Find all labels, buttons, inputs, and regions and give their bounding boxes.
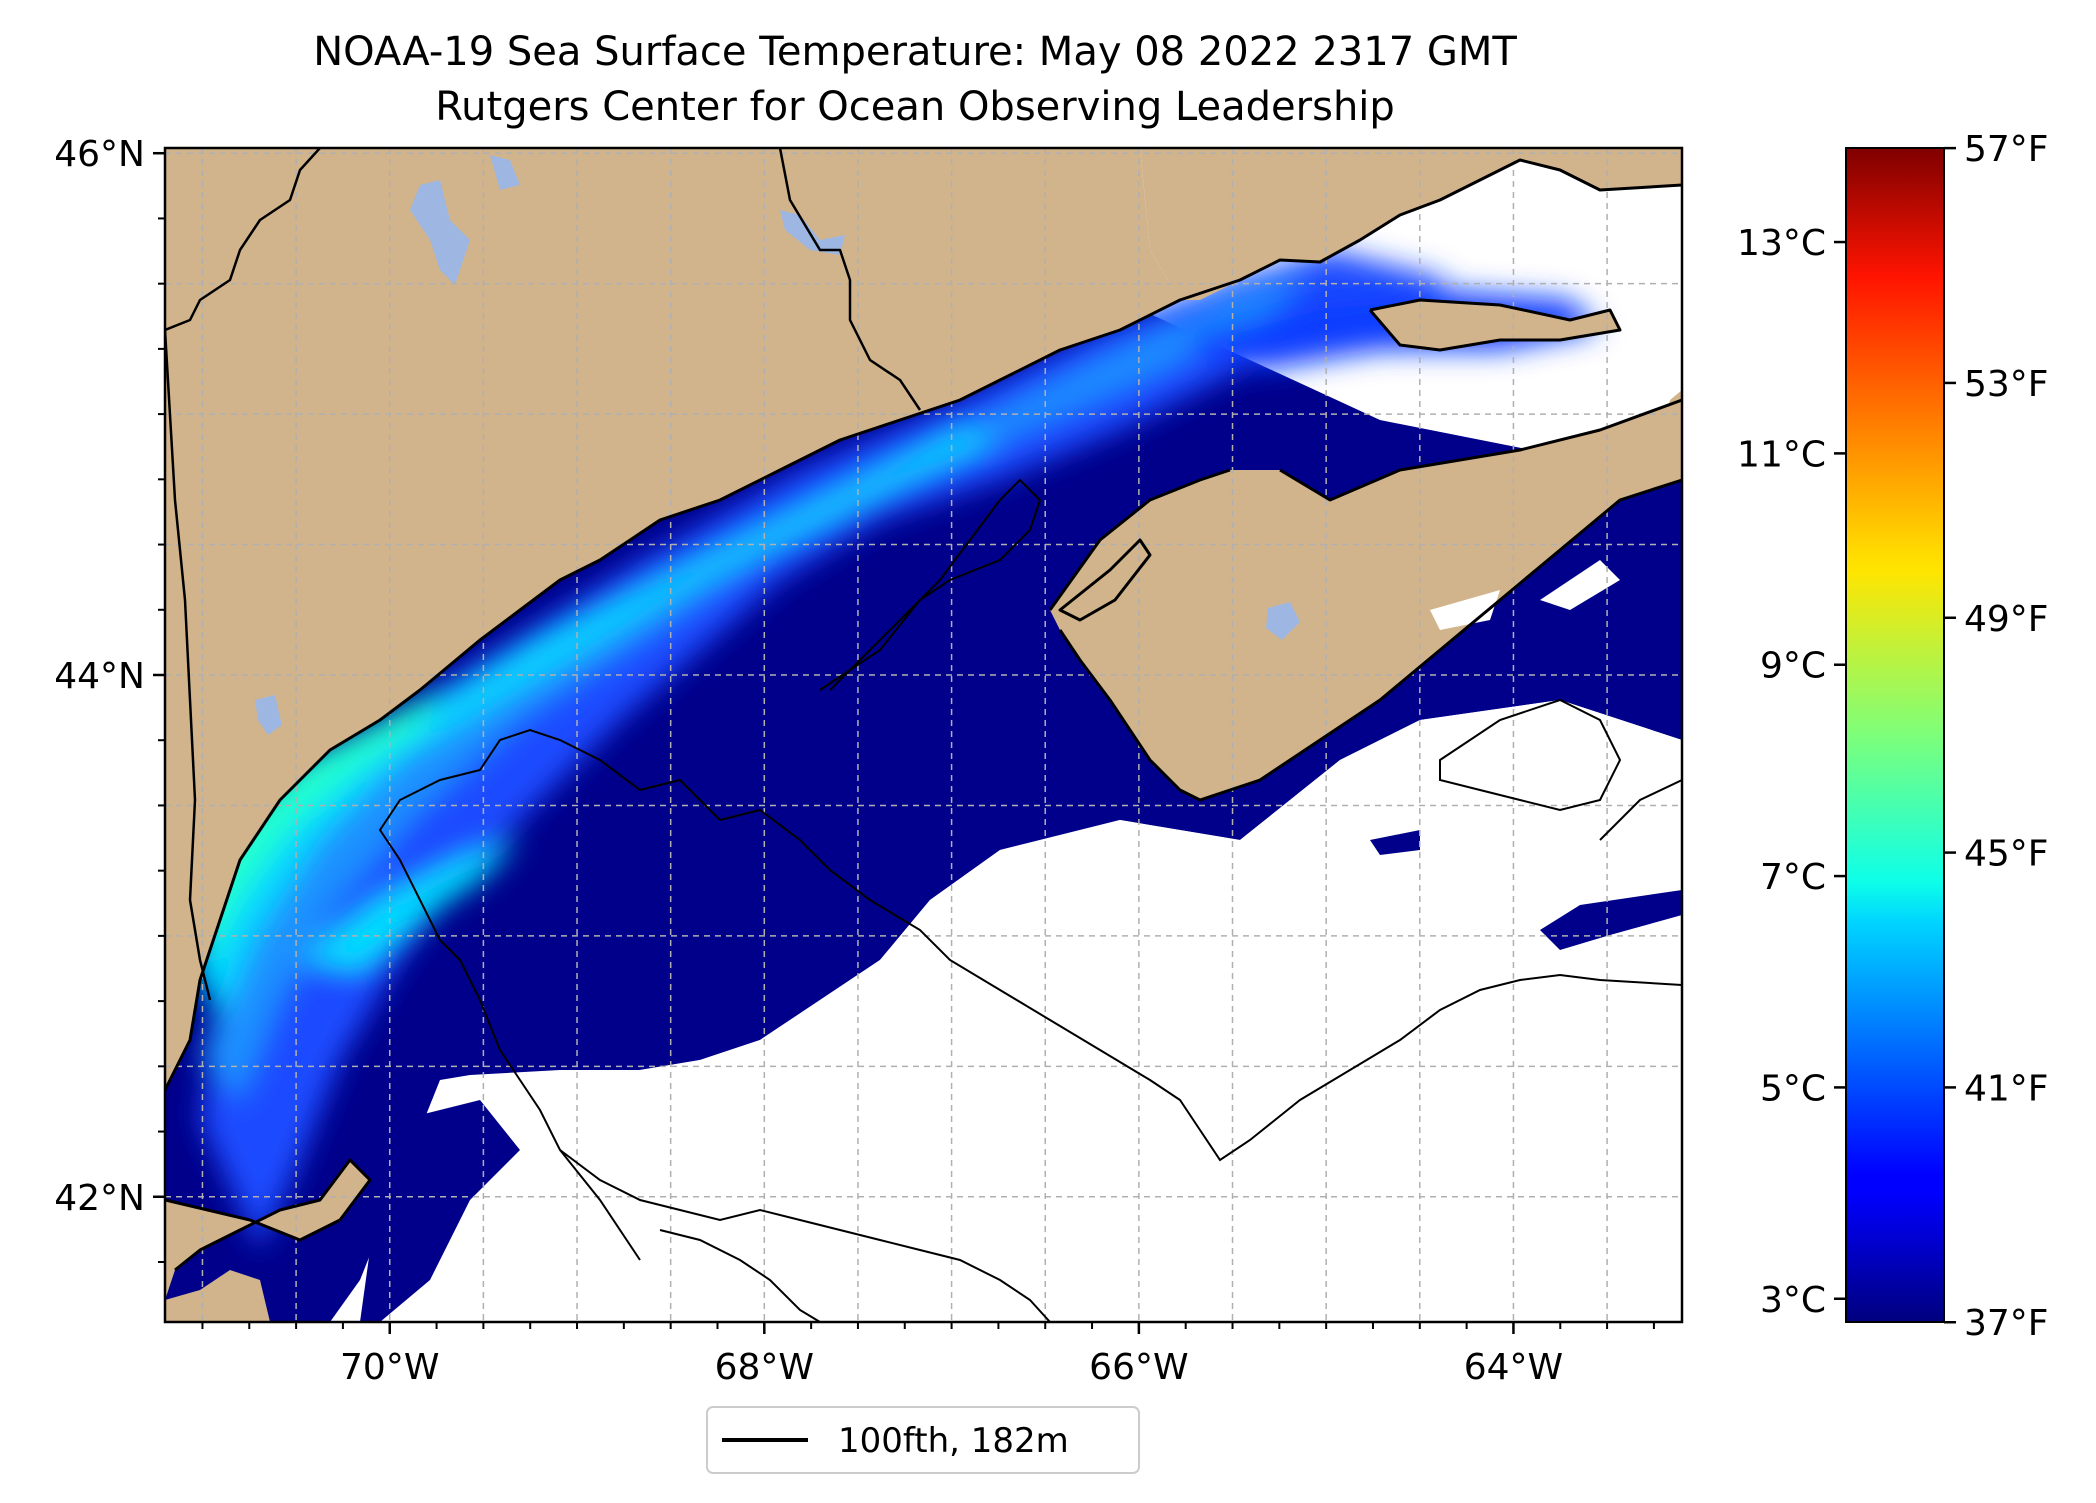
colorbar-fahrenheit-label: 49°F [1964,599,2049,640]
legend-label: 100fth, 182m [838,1421,1069,1461]
coastlines [165,158,1682,1272]
lake-nova-scotia [1266,602,1300,640]
lake-north [490,155,520,190]
colorbar: 3°C 5°C 7°C 9°C 11°C 13°C 37°F 41°F 45°F 49°F 53°F… [1737,129,2048,1344]
land-south-coast [165,1270,270,1322]
cold-water-patch-small [1370,830,1420,855]
colorbar-fahrenheit-label: 53°F [1964,364,2049,405]
colorbar-celsius-label: 13°C [1737,223,1826,264]
lat-tick-label: 42°N [54,1178,145,1219]
colorbar-celsius-label: 5°C [1760,1068,1826,1109]
map-axes: 70°W 68°W 66°W 64°W 42°N 44°N 46°N [54,134,1655,1388]
lake-border [780,210,845,255]
lake-moosehead [410,180,470,285]
colorbar-fahrenheit-label: 41°F [1964,1068,2049,1109]
bathymetry-contour-100fth [378,478,1682,1322]
map-panel: 70°W 68°W 66°W 64°W 42°N 44°N 46°N [54,134,1684,1388]
lon-tick-label: 68°W [715,1347,814,1388]
legend: 100fth, 182m [706,1406,1140,1474]
colorbar-celsius-label: 9°C [1760,646,1826,687]
lake-sebago [255,695,282,735]
map-gridlines [165,148,1682,1322]
lat-tick-label: 44°N [54,656,145,697]
lon-tick-label: 64°W [1464,1347,1563,1388]
land-nova-scotia-north [1370,300,1620,350]
colorbar-celsius-label: 3°C [1760,1280,1826,1321]
map-title-line-1: NOAA-19 Sea Surface Temperature: May 08 … [313,29,1517,75]
colorbar-fahrenheit-label: 37°F [1964,1303,2049,1344]
land-grand-manan [1060,540,1150,620]
cold-water-patch-southeast [1540,890,1682,950]
colorbar-celsius-label: 11°C [1737,434,1826,475]
lat-tick-label: 46°N [54,134,145,175]
cold-water-patch-south [360,1100,520,1322]
no-data-patches [540,560,1682,1322]
land-cape-cod [165,1160,370,1300]
land-east-strip [1620,148,1682,470]
colorbar-ticks: 3°C 5°C 7°C 9°C 11°C 13°C 37°F 41°F 45°F 49°F 53°F… [1737,129,2048,1344]
land-new-england [165,148,1180,1090]
lon-tick-label: 70°W [340,1347,439,1388]
map-title-line-2: Rutgers Center for Ocean Observing Leade… [435,84,1395,130]
lakes [255,155,1300,735]
borders [165,148,922,1001]
colorbar-gradient [1845,147,1945,1323]
map-layers [165,148,1682,1322]
lon-tick-label: 66°W [1089,1347,1188,1388]
colorbar-fahrenheit-label: 45°F [1964,834,2049,875]
colorbar-celsius-label: 7°C [1760,857,1826,898]
map-frame [163,146,1684,1324]
legend-box [706,1406,1140,1474]
colorbar-fahrenheit-label: 57°F [1964,129,2049,170]
land-nova-scotia [1050,400,1682,800]
